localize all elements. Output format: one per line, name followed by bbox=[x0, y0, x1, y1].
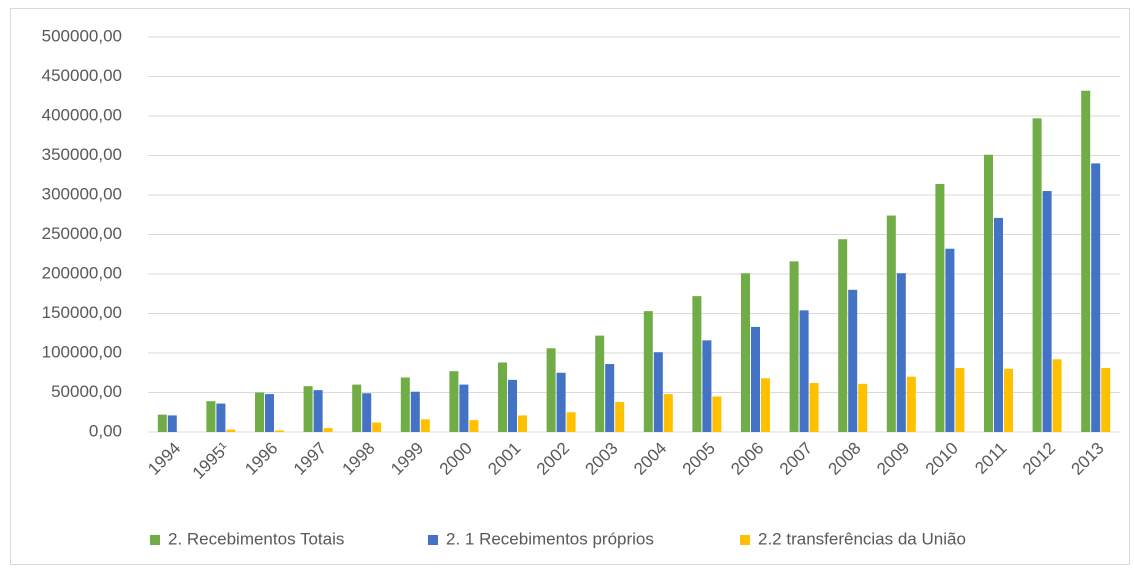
bar bbox=[518, 415, 527, 432]
bar bbox=[848, 289, 858, 432]
bar bbox=[838, 239, 848, 432]
bar bbox=[265, 394, 274, 432]
bar bbox=[323, 428, 333, 432]
bar bbox=[692, 296, 702, 432]
bar bbox=[799, 310, 809, 432]
bar bbox=[906, 376, 916, 432]
bar bbox=[653, 352, 663, 432]
bar bbox=[352, 384, 362, 432]
bar bbox=[935, 183, 945, 432]
bar bbox=[955, 368, 965, 432]
legend-label: 2. Recebimentos Totais bbox=[168, 529, 344, 548]
y-tick-label: 500000,00 bbox=[42, 26, 122, 45]
bar bbox=[984, 154, 993, 432]
bar bbox=[945, 248, 955, 432]
bar bbox=[994, 217, 1003, 432]
y-tick-label: 150000,00 bbox=[42, 303, 122, 322]
bar bbox=[469, 420, 479, 432]
bar bbox=[498, 362, 507, 432]
bar bbox=[615, 401, 625, 432]
bar bbox=[712, 396, 722, 432]
y-tick-label: 300000,00 bbox=[42, 184, 122, 203]
bar bbox=[1004, 368, 1013, 432]
bar bbox=[275, 430, 284, 432]
bar bbox=[1081, 90, 1091, 432]
bar bbox=[643, 311, 653, 432]
bar bbox=[449, 371, 459, 432]
bar bbox=[896, 273, 906, 432]
bar bbox=[157, 414, 167, 432]
bar bbox=[255, 392, 264, 432]
bar bbox=[1032, 118, 1042, 433]
bar bbox=[167, 415, 177, 432]
y-tick-label: 50000,00 bbox=[51, 382, 122, 401]
y-tick-label: 0,00 bbox=[89, 421, 122, 440]
bar bbox=[886, 215, 896, 432]
bar bbox=[410, 391, 420, 432]
y-tick-label: 100000,00 bbox=[42, 342, 122, 361]
bar bbox=[1042, 191, 1052, 432]
bar bbox=[605, 364, 615, 432]
bar bbox=[663, 394, 673, 432]
chart-frame bbox=[10, 8, 1130, 565]
bar bbox=[1101, 368, 1111, 432]
bar bbox=[216, 403, 226, 432]
bar bbox=[206, 401, 216, 432]
bar bbox=[1091, 163, 1101, 432]
bar bbox=[372, 422, 382, 432]
bar bbox=[508, 379, 517, 432]
bar bbox=[702, 340, 712, 432]
legend-swatch bbox=[150, 535, 160, 545]
bar bbox=[761, 378, 770, 432]
legend-label: 2. 1 Recebimentos próprios bbox=[446, 529, 654, 548]
bar bbox=[751, 326, 760, 432]
bar bbox=[1052, 359, 1062, 432]
bar bbox=[420, 419, 430, 432]
bar bbox=[566, 412, 576, 432]
bar bbox=[459, 384, 469, 432]
legend-label: 2.2 transferências da União bbox=[758, 529, 966, 548]
bar bbox=[313, 390, 323, 432]
legend-swatch bbox=[428, 535, 438, 545]
bar bbox=[362, 393, 372, 432]
bar bbox=[741, 273, 750, 432]
y-tick-label: 450000,00 bbox=[42, 66, 122, 85]
y-tick-label: 350000,00 bbox=[42, 145, 122, 164]
y-tick-label: 200000,00 bbox=[42, 263, 122, 282]
bar bbox=[303, 386, 313, 432]
bar bbox=[858, 383, 868, 432]
legend-swatch bbox=[740, 535, 750, 545]
bar bbox=[400, 377, 410, 432]
bar bbox=[595, 335, 605, 432]
bar bbox=[556, 372, 566, 432]
bar bbox=[789, 261, 799, 432]
y-tick-label: 250000,00 bbox=[42, 224, 122, 243]
bar bbox=[226, 429, 236, 432]
bar bbox=[809, 383, 819, 432]
y-tick-label: 400000,00 bbox=[42, 105, 122, 124]
bar bbox=[546, 348, 556, 432]
